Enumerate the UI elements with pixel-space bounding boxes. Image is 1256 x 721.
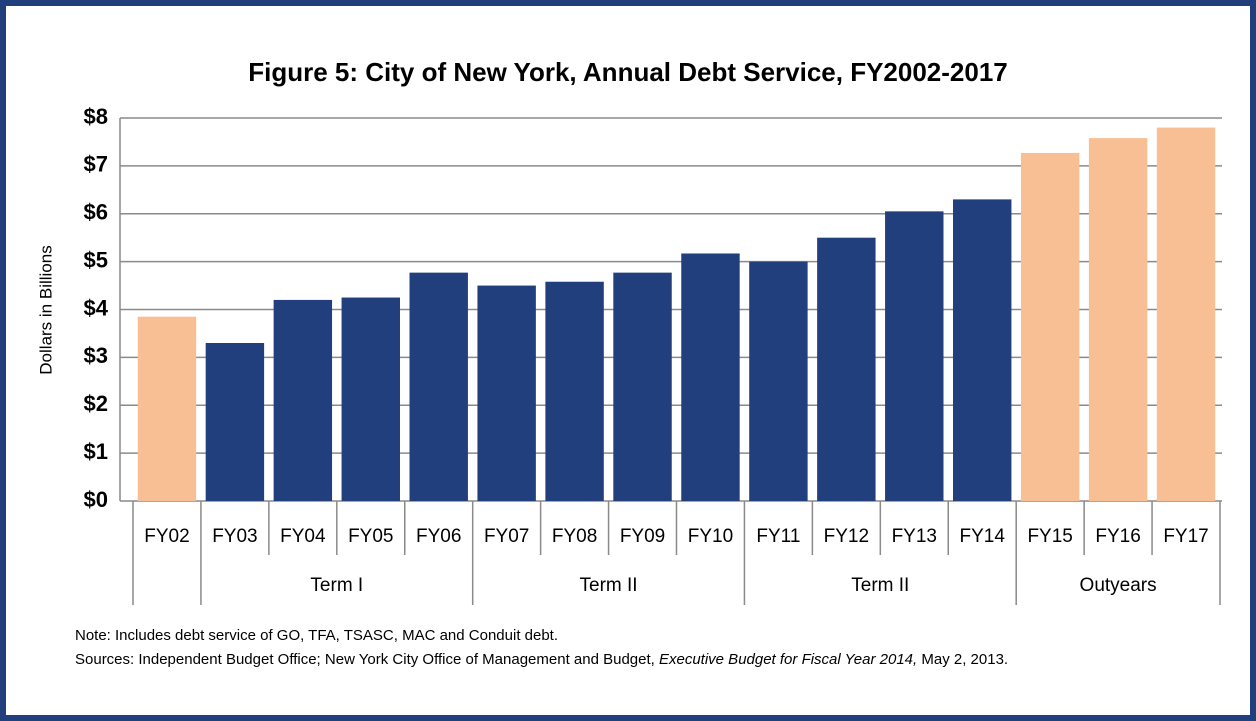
bar (409, 272, 468, 501)
x-tick-label: FY17 (1163, 526, 1208, 547)
x-tick-label: FY14 (960, 526, 1006, 547)
y-tick-label: $4 (84, 295, 109, 320)
bar (613, 272, 672, 501)
notes: Note: Includes debt service of GO, TFA, … (75, 624, 1175, 672)
x-tick-label: FY16 (1095, 526, 1140, 547)
x-tick-label: FY07 (484, 526, 529, 547)
x-tick-label: FY02 (144, 526, 189, 547)
x-tick-label: FY10 (688, 526, 733, 547)
note: Note: Includes debt service of GO, TFA, … (75, 627, 559, 644)
y-tick-label: $5 (84, 247, 108, 272)
x-tick-label: FY12 (824, 526, 869, 547)
source-text: Sources: Independent Budget Office; New … (75, 651, 659, 668)
group-label: Term II (851, 575, 909, 596)
x-tick-label: FY04 (280, 526, 326, 547)
x-tick-label: FY15 (1027, 526, 1072, 547)
bar (137, 316, 197, 501)
bar (341, 297, 400, 501)
bar (749, 261, 808, 501)
y-tick-label: $6 (84, 200, 108, 225)
group-label: Term II (580, 575, 638, 596)
bar (817, 237, 876, 501)
y-tick-label: $2 (84, 391, 108, 416)
x-tick-label: FY08 (552, 526, 597, 547)
x-tick-label: FY09 (620, 526, 665, 547)
source-text: May 2, 2013. (917, 651, 1009, 668)
bar (1156, 127, 1216, 501)
chart-title: Figure 5: City of New York, Annual Debt … (248, 57, 1008, 87)
y-tick-label: $7 (84, 152, 108, 177)
x-tick-label: FY11 (756, 526, 800, 547)
y-tick-label: $8 (84, 104, 108, 129)
x-tick-label: FY05 (348, 526, 393, 547)
bar (953, 199, 1012, 501)
y-tick-label: $0 (84, 487, 108, 512)
x-tick-label: FY03 (212, 526, 257, 547)
bar (205, 343, 265, 501)
y-tick-label: $3 (84, 343, 108, 368)
source-title: Executive Budget for Fiscal Year 2014, (658, 651, 918, 668)
bar (477, 285, 536, 501)
x-tick-label: FY13 (892, 526, 937, 547)
bar (273, 299, 333, 501)
bar (545, 281, 604, 501)
group-label: Outyears (1080, 575, 1157, 596)
bar (1020, 152, 1080, 502)
bar (1088, 138, 1148, 502)
y-axis-label: Dollars in Billions (36, 245, 55, 374)
bar (681, 253, 740, 501)
sources: Sources: Independent Budget Office; New … (75, 648, 1175, 672)
y-tick-label: $1 (84, 439, 108, 464)
group-label: Term I (310, 575, 363, 596)
x-tick-label: FY06 (416, 526, 461, 547)
bar (885, 211, 944, 501)
